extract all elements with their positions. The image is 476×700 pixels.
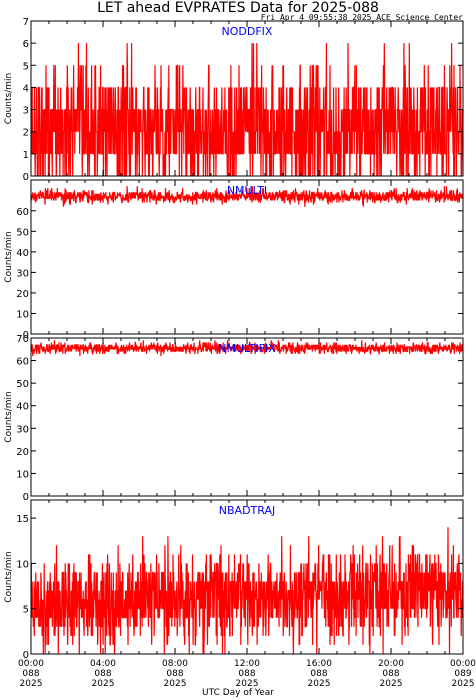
y-tick-label: 0 bbox=[23, 330, 29, 341]
panel-1: 0 1 2 3 4 5 6 7 Counts/min NODDFIX bbox=[4, 17, 464, 183]
series-line-nmulti bbox=[30, 186, 464, 207]
y-axis-label: Counts/min bbox=[4, 231, 14, 282]
generation-timestamp: Fri Apr 4 09:55:38 2025 ACE Science Cent… bbox=[260, 13, 463, 22]
x-axis-label: UTC Day of Year bbox=[202, 688, 274, 698]
y-tick-label: 70 bbox=[16, 334, 29, 345]
y-tick-label: 20 bbox=[16, 447, 29, 458]
y-tick-label: 30 bbox=[16, 268, 29, 279]
x-tick-label-doy: 088 bbox=[22, 669, 39, 679]
x-tick-label-time: 08:00 bbox=[162, 659, 188, 669]
y-tick-label: 60 bbox=[16, 357, 29, 368]
panel-label-nmulti: NMULTI bbox=[227, 184, 267, 197]
y-tick-label: 10 bbox=[16, 559, 29, 570]
y-tick-label: 10 bbox=[16, 309, 29, 320]
x-tick-label-time: 04:00 bbox=[90, 659, 116, 669]
x-tick-label-year: 2025 bbox=[308, 679, 331, 689]
y-tick-label: 30 bbox=[16, 424, 29, 435]
x-tick-label-year: 2025 bbox=[164, 679, 187, 689]
panel-4: 0 5 10 15 Counts/min NBADTRAJ bbox=[4, 499, 464, 661]
y-tick-label: 5 bbox=[23, 605, 29, 616]
y-axis-label: Counts/min bbox=[4, 391, 14, 442]
x-tick-label-time: 00:00 bbox=[18, 659, 44, 669]
panel-2: 0 10 20 30 40 50 60 Counts/min NMULTI bbox=[4, 179, 464, 341]
panel-label-nbadtraj: NBADTRAJ bbox=[219, 504, 275, 517]
x-tick-label-year: 2025 bbox=[380, 679, 403, 689]
x-tick-label-doy: 088 bbox=[166, 669, 183, 679]
y-tick-label: 10 bbox=[16, 469, 29, 480]
x-tick-label-doy: 088 bbox=[382, 669, 399, 679]
y-tick-label: 15 bbox=[16, 514, 29, 525]
y-tick-label: 1 bbox=[23, 150, 29, 161]
x-tick-label-time: 12:00 bbox=[234, 659, 260, 669]
x-tick-label-year: 2025 bbox=[92, 679, 115, 689]
y-tick-label: 4 bbox=[23, 83, 29, 94]
series-line-nmultifix bbox=[30, 340, 464, 357]
y-axis-label: Counts/min bbox=[4, 73, 14, 124]
x-tick-label-doy: 089 bbox=[454, 669, 471, 679]
panel-frame bbox=[30, 337, 464, 497]
y-tick-label: 40 bbox=[16, 402, 29, 413]
x-tick-label-doy: 088 bbox=[310, 669, 327, 679]
y-tick-label: 50 bbox=[16, 379, 29, 390]
y-tick-label: 0 bbox=[23, 172, 29, 183]
x-tick-label-time: 00:00 bbox=[450, 659, 476, 669]
y-tick-label: 50 bbox=[16, 227, 29, 238]
series-line-nbadtraj bbox=[30, 527, 464, 655]
x-tick-label-doy: 088 bbox=[94, 669, 111, 679]
x-tick-label-year: 2025 bbox=[20, 679, 43, 689]
x-tick-label-time: 20:00 bbox=[378, 659, 404, 669]
page-title: LET ahead EVPRATES Data for 2025-088 bbox=[97, 0, 379, 16]
y-tick-label: 0 bbox=[23, 650, 29, 661]
x-tick-label-doy: 088 bbox=[238, 669, 255, 679]
x-tick-label-time: 16:00 bbox=[306, 659, 332, 669]
series-line-noddfix bbox=[30, 43, 464, 177]
x-tick-labels: 00:00088202504:00088202508:00088202512:0… bbox=[18, 659, 476, 689]
panel-3: 0 10 20 30 40 50 60 70 Counts/min NMULTIFIX bbox=[4, 334, 464, 503]
y-tick-label: 2 bbox=[23, 128, 29, 139]
x-tick-label-year: 2025 bbox=[236, 679, 259, 689]
y-tick-label: 5 bbox=[23, 61, 29, 72]
y-tick-label: 0 bbox=[23, 492, 29, 503]
y-tick-label: 40 bbox=[16, 248, 29, 259]
panel-label-noddfix: NODDFIX bbox=[222, 25, 273, 38]
y-tick-label: 7 bbox=[23, 17, 29, 28]
y-axis-label: Counts/min bbox=[4, 551, 14, 602]
y-tick-label: 60 bbox=[16, 207, 29, 218]
y-tick-label: 3 bbox=[23, 106, 29, 117]
panel-label-nmultifix: NMULTIFIX bbox=[218, 342, 276, 355]
y-tick-label: 6 bbox=[23, 39, 29, 50]
x-tick-label-year: 2025 bbox=[452, 679, 475, 689]
y-tick-label: 20 bbox=[16, 289, 29, 300]
